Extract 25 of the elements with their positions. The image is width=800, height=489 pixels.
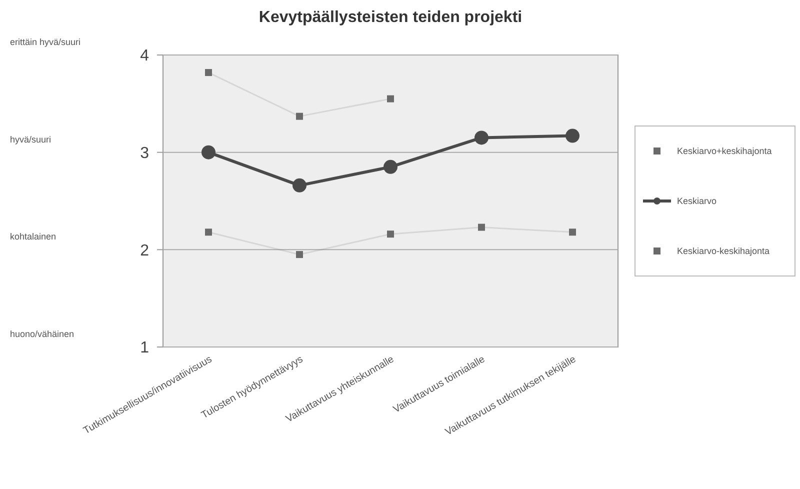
text: erittäin hyvä/suuri <box>10 37 81 47</box>
legend-label: Keskiarvo-keskihajonta <box>677 246 770 256</box>
point <box>478 224 485 231</box>
point <box>384 160 398 174</box>
y-tick-label: 4 <box>140 48 150 65</box>
chart-title: Kevytpäällysteisten teiden projekti <box>258 9 522 26</box>
y-tick-label: 3 <box>140 144 150 162</box>
text: hyvä/suuri <box>10 134 52 144</box>
point <box>387 95 394 102</box>
legend-label: Keskiarvo <box>677 196 717 206</box>
point <box>474 130 488 145</box>
point <box>205 69 212 76</box>
point <box>296 251 303 258</box>
y-tick-label: 1 <box>140 340 150 357</box>
point <box>296 112 303 120</box>
point <box>566 128 580 143</box>
text: huono/vähäinen <box>10 329 74 339</box>
point <box>387 230 394 238</box>
point <box>292 178 306 192</box>
point <box>569 228 576 236</box>
point <box>202 145 216 160</box>
text: kohtalainen <box>10 232 56 242</box>
y-tick-label: 2 <box>140 242 150 260</box>
point <box>205 228 212 236</box>
legend-label: Keskiarvo+keskihajonta <box>677 146 772 156</box>
